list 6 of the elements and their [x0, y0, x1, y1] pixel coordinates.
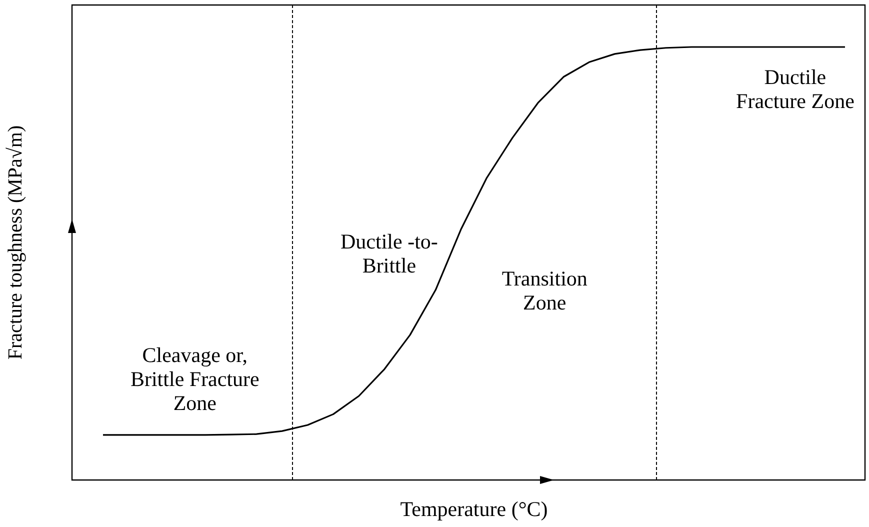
annotation: Ductile -to- Brittle [340, 229, 438, 278]
x-axis-title: Temperature (°C) [400, 496, 548, 521]
annotation: Ductile Fracture Zone [736, 65, 854, 114]
y-axis-title: Fracture toughness (MPa√m) [4, 125, 26, 360]
annotation: Cleavage or, Brittle Fracture Zone [130, 342, 260, 415]
annotation: Transition Zone [502, 266, 588, 314]
